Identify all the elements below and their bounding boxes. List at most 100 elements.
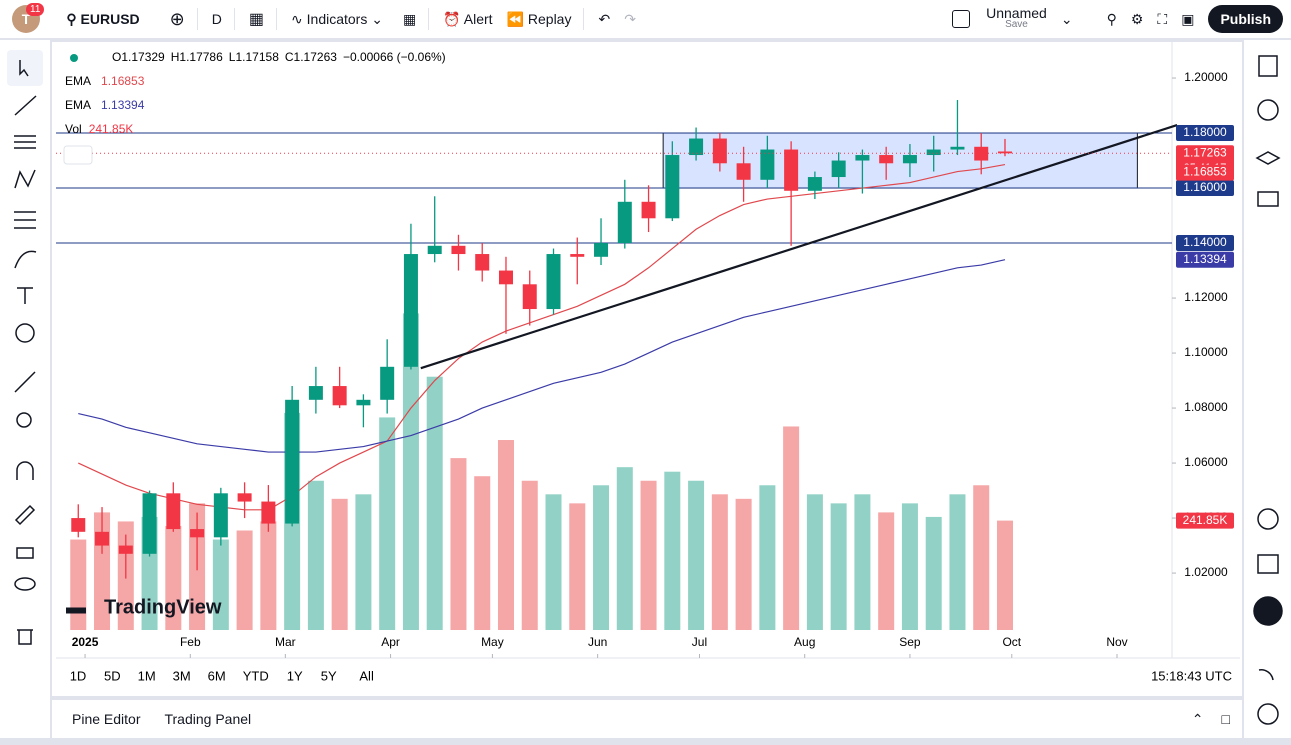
chat-icon[interactable] xyxy=(1257,191,1279,207)
range-button[interactable]: YTD xyxy=(243,668,269,683)
delete-tool[interactable] xyxy=(17,629,33,645)
candle-body xyxy=(879,155,894,164)
candle-body xyxy=(285,399,300,524)
volume-bar xyxy=(450,458,467,630)
candle-body xyxy=(617,201,632,244)
range-button[interactable]: 6M xyxy=(208,668,226,683)
fib-tool[interactable] xyxy=(14,135,36,149)
undo-button[interactable]: ↶ xyxy=(598,10,611,27)
level-label: 1.16000 xyxy=(1183,180,1227,194)
separator xyxy=(196,8,198,30)
candle-body xyxy=(689,138,704,156)
calendar-icon[interactable] xyxy=(1257,554,1279,574)
alerts-icon[interactable] xyxy=(1257,99,1279,121)
range-button[interactable]: 5D xyxy=(104,668,121,683)
range-button[interactable]: 1Y xyxy=(287,668,303,683)
range-button[interactable]: 1D xyxy=(70,668,87,683)
cursor-tool[interactable] xyxy=(19,60,29,77)
range-button[interactable]: 3M xyxy=(173,668,191,683)
range-button[interactable]: All xyxy=(359,668,374,683)
volume-label: 241.85K xyxy=(1183,513,1228,527)
symbol: EURUSD xyxy=(80,10,140,27)
drawing-tools xyxy=(7,50,43,645)
pattern-tool[interactable] xyxy=(14,169,36,189)
compare-button[interactable]: ⊕ xyxy=(169,8,185,29)
interval-button[interactable]: D xyxy=(211,11,222,27)
range-button[interactable]: 1M xyxy=(138,668,156,683)
candle-body xyxy=(427,245,442,255)
x-tick-label: 2025 xyxy=(72,635,99,649)
candle-body xyxy=(974,146,989,161)
fullscreen-button[interactable]: ⛶ xyxy=(1157,10,1168,27)
panel-tab[interactable]: Pine Editor xyxy=(72,711,141,727)
candle-body xyxy=(641,201,656,219)
range-button[interactable]: 5Y xyxy=(321,668,337,683)
sidebar-icons xyxy=(1253,55,1283,725)
watchlist-icon[interactable] xyxy=(1258,55,1278,77)
legend-value: 1.17263 xyxy=(294,50,338,64)
maximize-button[interactable]: □ xyxy=(1221,711,1230,727)
lock-tool[interactable] xyxy=(16,547,34,559)
save-label: Save xyxy=(1005,19,1028,30)
text-tool[interactable] xyxy=(17,287,33,304)
alert-label: Alert xyxy=(463,10,493,27)
symbol-search[interactable]: ⚲ EURUSD xyxy=(66,10,140,27)
cursor-highlight xyxy=(7,50,43,86)
stream-icon[interactable] xyxy=(1258,669,1274,681)
replay-button[interactable]: ⏪ Replay xyxy=(506,10,572,27)
objects-icon[interactable] xyxy=(1255,151,1281,165)
level-label-bg xyxy=(1176,235,1234,252)
volume-bar xyxy=(307,480,324,630)
trendline-tool[interactable] xyxy=(14,95,37,116)
candle-body xyxy=(237,493,252,502)
alert-button[interactable]: ⏰ Alert xyxy=(443,10,493,27)
collapse-button[interactable]: ⌃ xyxy=(1191,710,1204,727)
magnet-tool[interactable] xyxy=(16,461,34,480)
legend-key: H xyxy=(171,50,180,64)
candle-body xyxy=(190,529,205,538)
candle-body xyxy=(332,386,347,406)
emoji-tool[interactable] xyxy=(15,323,35,343)
zoom-tool[interactable] xyxy=(16,412,32,428)
volume-bar xyxy=(70,539,87,630)
legend-ema-name: EMA xyxy=(65,98,91,112)
panel-tab[interactable]: Trading Panel xyxy=(164,711,252,727)
indicators-button[interactable]: ∿ Indicators ⌄ xyxy=(291,10,383,27)
volume-bar xyxy=(355,494,372,630)
y-tick-label: 1.02000 xyxy=(1184,565,1228,579)
publish-button[interactable]: Publish xyxy=(1208,5,1283,33)
volume-bar xyxy=(854,494,871,630)
chart-type-button[interactable]: ▦ xyxy=(248,11,265,28)
prediction-tool[interactable] xyxy=(14,211,36,229)
draw-mode-tool[interactable] xyxy=(14,504,36,526)
templates-button[interactable]: ▦ xyxy=(402,10,417,27)
ruler-tool[interactable] xyxy=(14,371,36,393)
x-tick-label: Sep xyxy=(899,635,921,649)
visibility-tool[interactable] xyxy=(14,577,36,591)
volume-bar xyxy=(925,516,942,630)
x-tick-label: May xyxy=(481,635,504,649)
x-tick-label: Oct xyxy=(1002,635,1021,649)
candle-body xyxy=(213,493,228,538)
help-icon[interactable] xyxy=(1257,703,1279,725)
candle-body xyxy=(166,493,181,530)
candle-body xyxy=(855,155,870,161)
settings-button[interactable]: ⚙ xyxy=(1130,10,1144,27)
candle-body xyxy=(902,155,917,164)
products-icon[interactable] xyxy=(1253,596,1283,626)
brush-tool[interactable] xyxy=(14,250,37,269)
candle-body xyxy=(475,254,490,271)
layout-name[interactable]: Unnamed Save xyxy=(986,6,1047,31)
candle-body xyxy=(570,254,585,257)
layout-icon[interactable] xyxy=(952,10,971,28)
snapshot-button[interactable]: ▣ xyxy=(1181,10,1195,27)
layout-menu[interactable]: ⌄ xyxy=(1060,10,1073,27)
redo-button[interactable]: ↷ xyxy=(624,10,636,27)
quick-search[interactable]: ⚲ xyxy=(1106,10,1117,27)
candle-body xyxy=(71,518,86,532)
volume-bar xyxy=(664,471,681,630)
ideas-icon[interactable] xyxy=(1257,508,1279,530)
volume-bar xyxy=(165,525,182,630)
ema-slow-label-bg xyxy=(1176,251,1234,268)
collapse-legend xyxy=(63,145,93,165)
